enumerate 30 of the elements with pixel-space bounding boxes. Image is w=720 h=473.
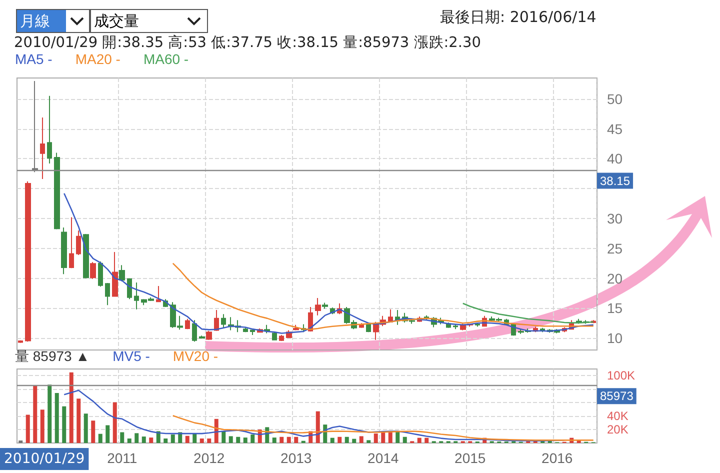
- ref-line-label: 38.15: [600, 174, 630, 188]
- y-tick-label: 40: [607, 150, 623, 167]
- x-tick-label: 2014: [368, 450, 399, 466]
- ref-line-label: 85973: [600, 389, 634, 404]
- text: 月線: [17, 10, 66, 32]
- y-tick-label: 30: [607, 210, 623, 226]
- x-tick-label: 2011: [107, 450, 138, 466]
- text: MV5 -: [112, 348, 150, 364]
- text: MA20 -: [75, 51, 121, 67]
- y-tick-label: 40K: [607, 409, 628, 424]
- chart-subtitle: 2010/01/29 開:38.35 高:53 低:37.75 收:38.15 量:85973 漲跌:2.30: [14, 34, 481, 52]
- y-tick-label: 20K: [607, 422, 628, 437]
- text: MA5 -: [15, 51, 53, 67]
- y-tick-label: 45: [607, 120, 623, 137]
- y-tick-label: 20: [607, 270, 623, 286]
- text: 最後日期: 2016/06/14: [440, 8, 596, 27]
- text: MA60 -: [143, 51, 189, 67]
- x-tick-label: 2013: [280, 450, 312, 466]
- y-tick-label: 100K: [607, 368, 636, 383]
- x-tick-label: 2012: [194, 450, 225, 466]
- text: 成交量: [93, 12, 139, 30]
- y-tick-label: 25: [607, 240, 623, 256]
- text: 2010/01/29: [4, 451, 85, 467]
- y-tick-label: 15: [607, 300, 623, 316]
- y-tick-label: 10: [607, 330, 623, 346]
- x-tick-label: 2015: [454, 450, 486, 466]
- y-tick-label: 50: [607, 90, 623, 107]
- x-tick-label: 2016: [542, 450, 573, 466]
- series-label: 量 85973 ▲: [15, 348, 90, 364]
- text: MV20 -: [172, 348, 218, 364]
